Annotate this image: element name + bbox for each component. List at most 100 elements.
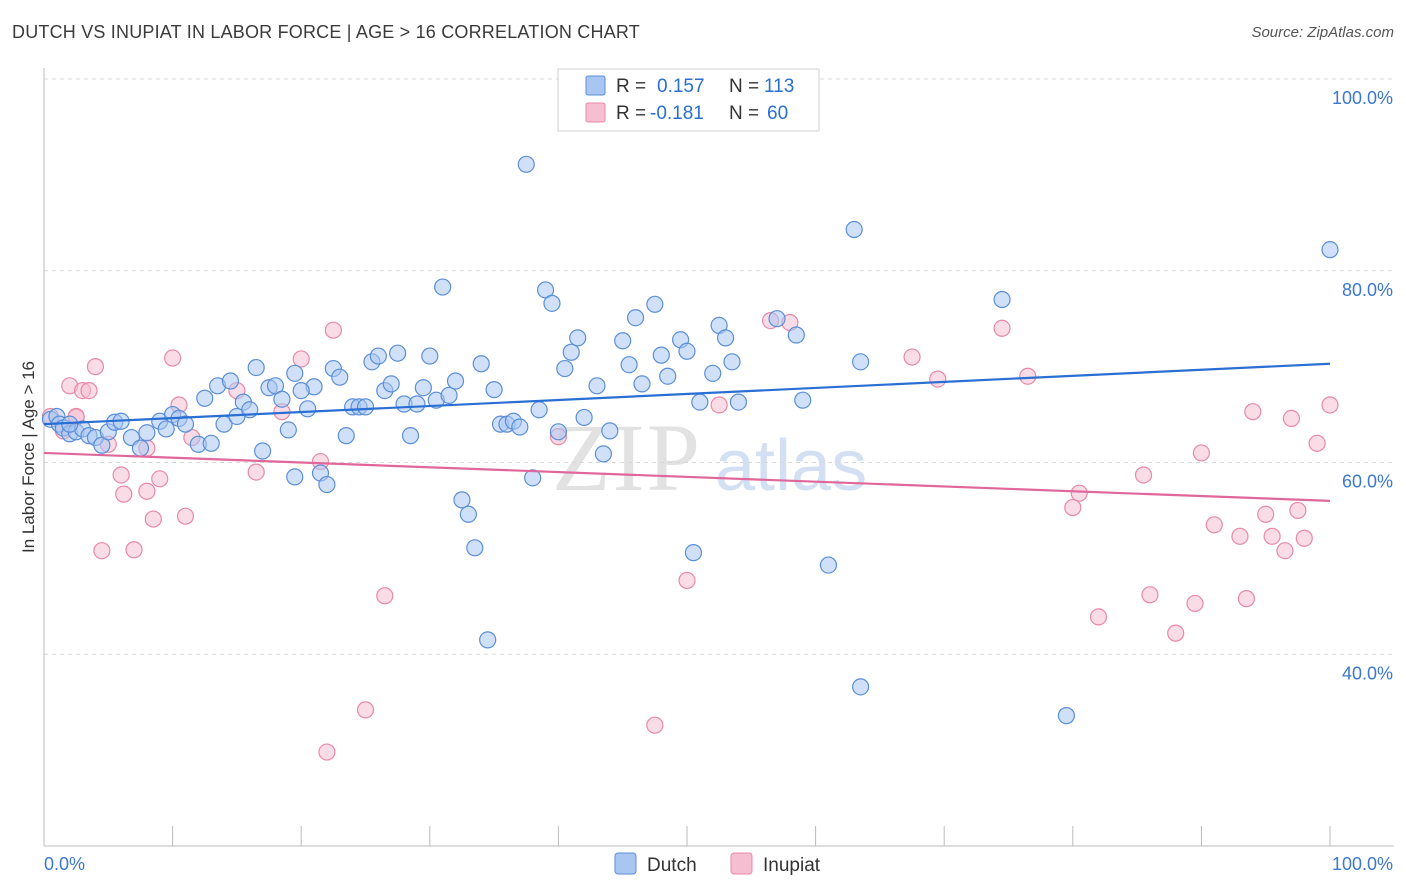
dutch-point (543, 294, 561, 312)
dutch-point (446, 372, 465, 390)
dutch-point (331, 368, 349, 386)
dutch-point (704, 364, 722, 382)
inupiat-point (1186, 594, 1204, 613)
dutch-point (716, 329, 735, 347)
y-tick-label-80: 80.0% (1342, 280, 1393, 300)
inupiat-point (1205, 516, 1223, 534)
dutch-point (176, 415, 195, 433)
chart-title: DUTCH VS INUPIAT IN LABOR FORCE | AGE > … (12, 22, 640, 42)
dutch-point (646, 295, 664, 313)
x-tick-labels: 0.0% 100.0% (44, 854, 1393, 874)
dutch-point (723, 353, 741, 371)
legend-inupiat-label: Inupiat (763, 855, 821, 876)
inupiat-point (115, 485, 133, 503)
dutch-point (633, 375, 651, 393)
dutch-point (273, 390, 291, 408)
y-tick-label-40: 40.0% (1342, 663, 1393, 683)
dutch-n-value: 113 (764, 76, 794, 97)
dutch-point (993, 290, 1011, 309)
dutch-trend-line (43, 362, 1331, 426)
dutch-legend-swatch (585, 75, 606, 96)
dutch-point (196, 389, 214, 407)
dutch-r-value: 0.157 (657, 76, 705, 97)
dutch-point (556, 359, 574, 378)
dutch-point (254, 442, 272, 460)
dutch-point (691, 393, 709, 411)
dutch-point (337, 427, 355, 445)
inupiat-point (86, 358, 105, 376)
dutch-point (472, 355, 490, 373)
dutch-point (626, 309, 645, 327)
inupiat-point (112, 466, 130, 484)
y-tick-labels: 100.0% 80.0% 60.0% 40.0% (1332, 88, 1393, 683)
inupiat-point (1070, 484, 1088, 502)
dutch-point (852, 678, 870, 696)
dutch-point (434, 278, 452, 296)
dutch-point (594, 445, 613, 463)
dutch-point (131, 439, 150, 457)
inupiat-point (1141, 586, 1159, 604)
dutch-point (569, 329, 587, 347)
dutch-point (286, 364, 304, 382)
x-tick-label-100: 100.0% (1332, 854, 1393, 874)
dutch-point (382, 375, 400, 393)
dutch-point (588, 377, 606, 395)
dutch-point (652, 346, 670, 364)
dutch-point (440, 386, 458, 404)
inupiat-point (151, 470, 169, 488)
inupiat-point (247, 463, 265, 481)
series-legend: Dutch Inupiat (614, 852, 821, 876)
dutch-point (684, 544, 703, 562)
trend-lines (43, 362, 1331, 502)
inupiat-point (324, 321, 342, 339)
dutch-point (414, 379, 432, 397)
axes (43, 68, 1394, 847)
dutch-point (356, 398, 375, 416)
dutch-point (620, 356, 638, 374)
inupiat-point (1276, 542, 1294, 560)
inupiat-point (1308, 434, 1326, 452)
dutch-point (549, 423, 568, 441)
inupiat-point (1019, 367, 1037, 385)
dutch-r-label: R = (616, 76, 646, 97)
dutch-point (202, 434, 220, 452)
inupiat-trend-line (43, 451, 1331, 502)
inupiat-point (1321, 396, 1339, 414)
dutch-point (601, 422, 619, 440)
dutch-point (768, 310, 786, 328)
watermark-atlas: atlas (715, 426, 867, 506)
dutch-point (524, 469, 542, 487)
inupiat-r-label: R = (616, 103, 646, 124)
y-tick-label-100: 100.0% (1332, 88, 1393, 108)
inupiat-point (318, 743, 336, 761)
dutch-point (678, 342, 696, 360)
dutch-point (286, 468, 304, 486)
inupiat-point (1192, 444, 1211, 462)
dutch-point (511, 418, 529, 436)
inupiat-point (678, 571, 696, 590)
inupiat-point (1089, 608, 1108, 626)
inupiat-point (80, 381, 98, 400)
inupiat-point (1289, 501, 1307, 520)
inupiat-point (138, 482, 156, 500)
inupiat-point (1263, 527, 1281, 545)
dutch-point (659, 367, 677, 385)
inupiat-point (929, 370, 947, 388)
dutch-point (369, 347, 387, 365)
x-tick-label-0: 0.0% (44, 854, 85, 874)
dutch-points (41, 155, 1339, 725)
inupiat-point (1231, 527, 1249, 545)
dutch-point (157, 420, 175, 438)
inupiat-point (1134, 466, 1153, 484)
dutch-point (389, 344, 407, 362)
inupiat-n-label: N = (729, 103, 759, 124)
dutch-point (819, 556, 838, 574)
legend-dutch-label: Dutch (647, 855, 697, 876)
inupiat-point (1244, 403, 1262, 421)
dutch-point (408, 395, 426, 413)
dutch-point (421, 347, 439, 365)
inupiat-point (903, 348, 921, 366)
inupiat-point (1237, 590, 1256, 608)
dutch-point (845, 220, 863, 239)
